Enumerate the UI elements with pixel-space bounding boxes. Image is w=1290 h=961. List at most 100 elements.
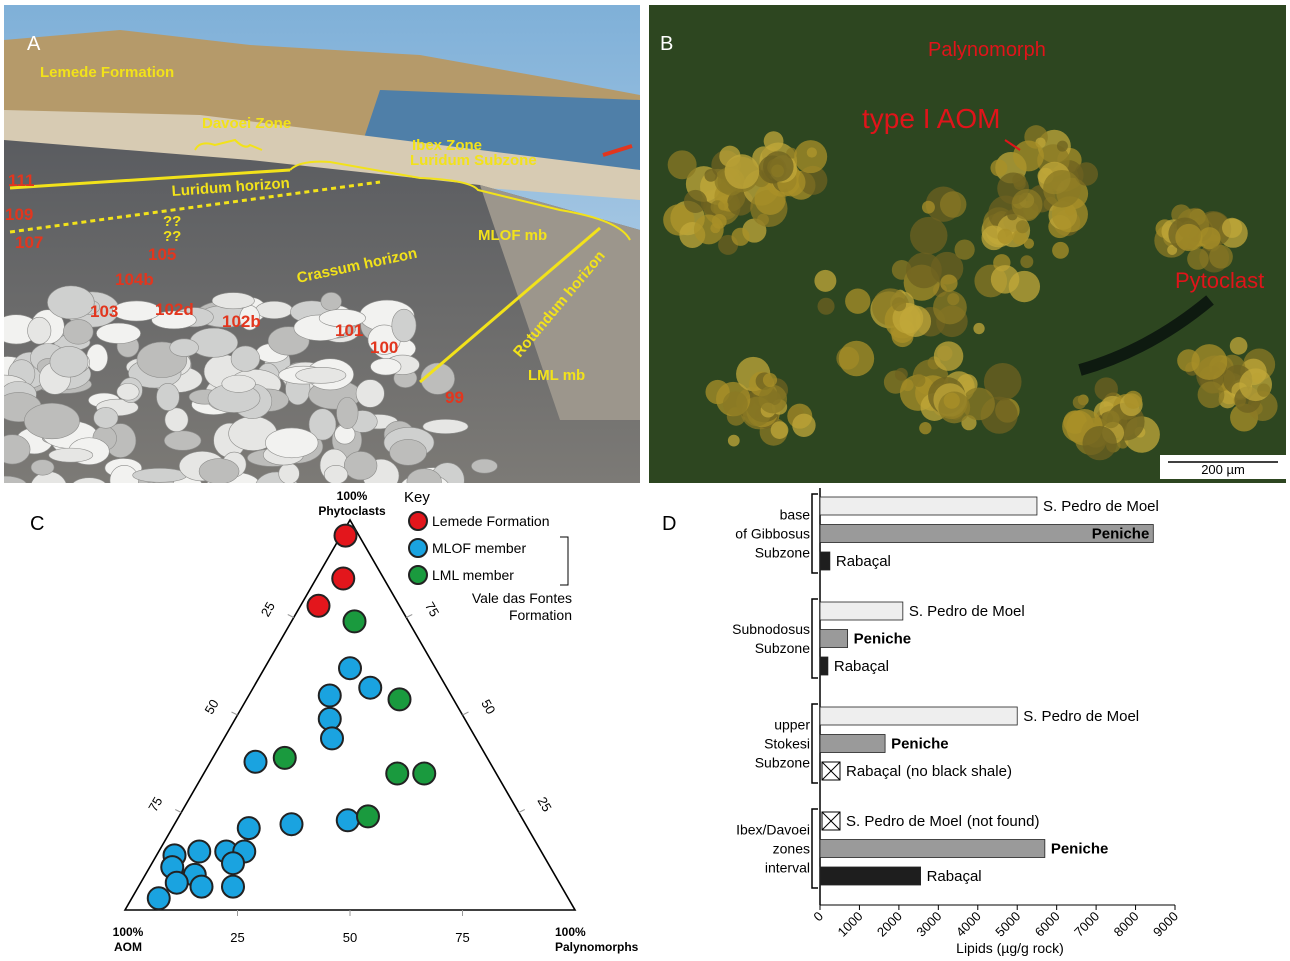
bar <box>820 735 885 753</box>
particle <box>1052 242 1069 259</box>
series-name: S. Pedro de Moel <box>1023 708 1139 725</box>
category-label: Stokesi <box>764 736 810 752</box>
bar-label: Peniche <box>854 631 912 648</box>
x-tick-label: 3000 <box>913 909 944 940</box>
bar <box>820 867 921 885</box>
pebble <box>164 431 201 451</box>
particle <box>990 160 1007 177</box>
scale-label: 200 µm <box>1201 462 1245 477</box>
bar-label: S. Pedro de Moel <box>1043 498 1159 515</box>
figure: A Lemede Formation Davoei Zone Ibex Zone… <box>0 0 1290 961</box>
x-tick-label: 5000 <box>992 909 1023 940</box>
series-name: Peniche <box>854 631 912 648</box>
x-tick-label: 6000 <box>1032 909 1063 940</box>
tick <box>232 712 238 715</box>
legend-label: MLOF member <box>432 540 526 556</box>
series-name: S. Pedro de Moel <box>846 813 962 830</box>
particle <box>758 385 787 414</box>
pebble <box>96 323 140 344</box>
pebble <box>28 317 51 344</box>
tick-label: 25 <box>230 930 244 945</box>
particle <box>998 229 1013 244</box>
particle <box>728 435 740 447</box>
bar-chart: 0100020003000400050006000700080009000Lip… <box>732 488 1181 956</box>
bar <box>820 707 1017 725</box>
series-name: Peniche <box>1051 841 1109 858</box>
particle <box>771 421 789 439</box>
tick-label: 25 <box>535 794 555 814</box>
category-label: Ibex/Davoei <box>736 822 810 838</box>
particle <box>1187 248 1209 270</box>
pebble <box>212 293 254 309</box>
bar <box>820 552 830 570</box>
particle <box>973 323 984 334</box>
particle <box>1009 271 1040 302</box>
annotation: LML mb <box>528 367 585 384</box>
particle <box>955 239 975 259</box>
pebble <box>50 346 88 377</box>
pebble <box>141 482 162 497</box>
data-point <box>166 872 188 894</box>
particle <box>922 201 935 214</box>
data-point <box>319 685 341 707</box>
data-point <box>281 813 303 835</box>
ternary-plot: 252525505050757575100%Phytoclasts100%AOM… <box>113 489 639 954</box>
particle <box>763 373 777 387</box>
pebble <box>165 408 188 432</box>
pebble <box>390 439 427 465</box>
bar-label: Rabaçal(no black shale) <box>846 763 1012 780</box>
x-tick-label: 9000 <box>1150 909 1181 940</box>
data-point <box>339 657 361 679</box>
pebble <box>71 478 107 497</box>
bar <box>820 630 848 648</box>
data-point <box>389 688 411 710</box>
bed-number: 107 <box>15 233 43 252</box>
particle <box>1175 224 1202 251</box>
corner-label: 100% <box>337 489 368 503</box>
annotation: ?? <box>163 228 181 245</box>
bar-label: Rabaçal <box>834 658 889 675</box>
particle <box>845 288 870 313</box>
bed-number: 103 <box>90 302 118 321</box>
series-name: S. Pedro de Moel <box>909 603 1025 620</box>
series-name: Peniche <box>891 736 949 753</box>
panel-label: A <box>27 33 41 55</box>
particle <box>1043 170 1081 208</box>
data-point <box>188 841 210 863</box>
pebble <box>344 451 377 479</box>
data-point <box>332 568 354 590</box>
pebble <box>190 328 238 357</box>
pebble <box>63 319 93 344</box>
data-point <box>337 809 359 831</box>
particle <box>940 275 957 292</box>
particle <box>944 392 960 408</box>
particle <box>906 252 942 288</box>
category-label: Subnodosus <box>732 621 810 637</box>
bed-number: 99 <box>445 388 464 407</box>
bar-note: (not found) <box>967 813 1040 830</box>
particle <box>704 169 717 182</box>
pebble <box>371 358 402 375</box>
pebble <box>24 403 79 439</box>
annotation: Pytoclast <box>1175 268 1264 293</box>
data-point <box>386 763 408 785</box>
pebble <box>133 468 187 482</box>
tick-label: 25 <box>258 599 278 619</box>
particle <box>933 291 967 325</box>
category-label: upper <box>774 717 810 733</box>
pebble <box>170 339 199 357</box>
category-label: zones <box>773 841 810 857</box>
pebble <box>110 465 139 495</box>
pebble <box>279 463 300 484</box>
pebble <box>231 346 260 371</box>
legend-swatch <box>409 512 427 530</box>
x-tick-label: 8000 <box>1111 909 1142 940</box>
annotation: Davoei Zone <box>202 115 291 132</box>
bar-note: (no black shale) <box>906 763 1012 780</box>
data-point <box>413 763 435 785</box>
particle <box>1209 245 1233 269</box>
data-point <box>238 817 260 839</box>
annotation: Luridum Subzone <box>410 152 537 169</box>
particle <box>1083 426 1117 460</box>
data-point <box>222 876 244 898</box>
